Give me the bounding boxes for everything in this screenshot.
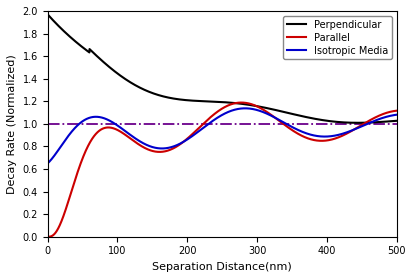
Isotropic Media bbox=[350, 129, 355, 132]
Parallel bbox=[394, 109, 399, 112]
Isotropic Media bbox=[394, 113, 399, 116]
Isotropic Media bbox=[179, 141, 184, 145]
Perpendicular bbox=[194, 99, 199, 103]
Isotropic Media bbox=[45, 162, 50, 165]
Isotropic Media bbox=[194, 131, 199, 134]
Perpendicular bbox=[45, 13, 50, 16]
Legend: Perpendicular, Parallel, Isotropic Media: Perpendicular, Parallel, Isotropic Media bbox=[282, 16, 392, 59]
Perpendicular bbox=[355, 121, 360, 124]
Perpendicular bbox=[394, 119, 399, 122]
Y-axis label: Decay Rate (Normalized): Decay Rate (Normalized) bbox=[7, 54, 17, 194]
X-axis label: Separation Distance(nm): Separation Distance(nm) bbox=[152, 262, 292, 272]
Perpendicular bbox=[85, 49, 90, 53]
Parallel bbox=[179, 141, 184, 145]
Perpendicular bbox=[106, 64, 111, 68]
Isotropic Media bbox=[387, 114, 392, 117]
Parallel bbox=[239, 101, 244, 104]
Isotropic Media bbox=[243, 107, 248, 110]
Parallel bbox=[45, 235, 50, 239]
Perpendicular bbox=[387, 120, 392, 123]
Isotropic Media bbox=[85, 117, 90, 120]
Parallel bbox=[387, 110, 392, 114]
Parallel bbox=[194, 128, 199, 132]
Isotropic Media bbox=[106, 118, 111, 122]
Parallel bbox=[350, 129, 355, 132]
Line: Isotropic Media: Isotropic Media bbox=[47, 108, 397, 163]
Parallel bbox=[85, 146, 90, 149]
Perpendicular bbox=[350, 121, 355, 124]
Line: Perpendicular: Perpendicular bbox=[47, 14, 397, 123]
Parallel bbox=[106, 126, 111, 129]
Line: Parallel: Parallel bbox=[47, 103, 397, 237]
Perpendicular bbox=[179, 98, 184, 101]
